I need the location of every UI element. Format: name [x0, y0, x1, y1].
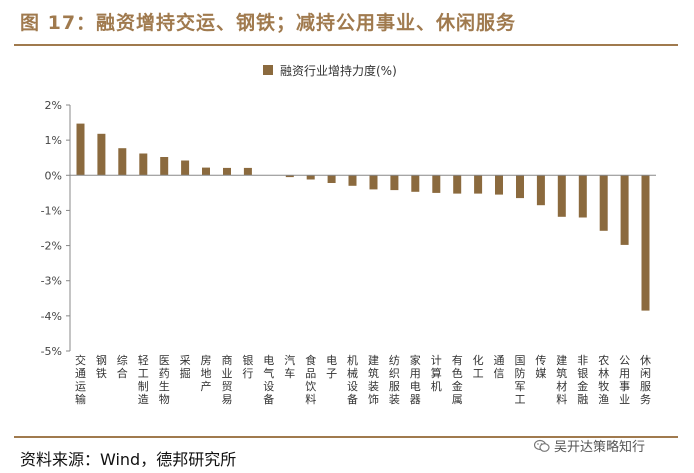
bar	[390, 175, 399, 191]
y-tick-label: 1%	[45, 134, 62, 147]
bar	[411, 175, 420, 192]
title-rule	[14, 44, 678, 46]
x-tick-label: 商业贸易	[222, 353, 233, 406]
x-tick-label: 农林牧渔	[598, 353, 609, 406]
bar	[495, 175, 503, 195]
y-tick-label: -2%	[41, 240, 62, 253]
x-tick-label: 汽车	[284, 353, 295, 380]
bar	[641, 175, 650, 311]
bar	[181, 160, 190, 176]
bar	[223, 167, 231, 176]
x-tick-label: 钢铁	[96, 354, 107, 380]
bar	[243, 167, 252, 176]
bar	[306, 175, 315, 180]
bar	[578, 175, 587, 218]
bar	[160, 157, 169, 176]
x-tick-label: 银行	[242, 353, 253, 380]
x-tick-label: 机械设备	[347, 353, 358, 406]
bar	[536, 175, 545, 206]
x-tick-label: 公用事业	[619, 354, 630, 406]
x-tick-label: 建筑材料	[556, 353, 567, 406]
bar	[620, 175, 629, 245]
bar	[453, 175, 462, 194]
bar	[118, 148, 127, 176]
legend-swatch	[263, 65, 273, 75]
x-tick-label: 食品饮料	[305, 353, 316, 406]
x-tick-label: 化工	[473, 353, 484, 380]
x-tick-label: 通信	[494, 354, 505, 380]
x-tick-label: 轻工制造	[138, 353, 149, 406]
bar	[599, 175, 608, 231]
watermark-text: 吴开达策略知行	[554, 440, 646, 455]
x-tick-label: 房地产	[201, 354, 212, 393]
x-tick-label: 非银金融	[577, 354, 588, 406]
x-tick-label: 综合	[117, 353, 128, 380]
bar	[76, 123, 85, 176]
y-tick-label: -4%	[41, 310, 62, 323]
bar	[348, 175, 357, 186]
x-tick-label: 电气设备	[263, 354, 274, 406]
x-tick-label: 电子	[326, 354, 337, 380]
y-tick-label: -1%	[41, 204, 62, 217]
wechat-icon	[534, 439, 550, 453]
bar	[369, 175, 378, 190]
chart-legend: 融资行业增持力度(%)	[263, 63, 397, 78]
bar	[202, 167, 210, 176]
y-tick-label: -3%	[41, 275, 62, 288]
y-tick-label: -5%	[41, 345, 62, 358]
watermark: 吴开达策略知行	[534, 436, 645, 455]
legend-label: 融资行业增持力度(%)	[280, 63, 397, 78]
y-tick-label: 0%	[45, 169, 62, 182]
figure-title: 图 17：融资增持交运、钢铁；减持公用事业、休闲服务	[20, 12, 517, 34]
x-tick-label: 计算机	[431, 354, 442, 393]
source-note: 资料来源：Wind，德邦研究所	[20, 450, 237, 469]
bar	[97, 133, 106, 176]
bar	[432, 175, 441, 193]
bar	[285, 175, 294, 178]
y-axis: 2% 1% 0% -1% -2% -3% -4% -5%	[41, 99, 71, 358]
x-tick-label: 交通运输	[75, 353, 86, 406]
bars	[76, 123, 650, 311]
bar	[327, 175, 336, 183]
x-tick-label: 建筑装饰	[368, 353, 379, 406]
footer-rule	[14, 436, 678, 438]
x-tick-label: 纺织服装	[389, 353, 400, 406]
bar-chart: 融资行业增持力度(%) 2% 1% 0% -1% -2% -3% -4% -5% 交通运输钢铁…	[41, 63, 656, 406]
x-tick-label: 传媒	[535, 354, 546, 380]
y-tick-label: 2%	[45, 99, 62, 112]
x-axis-labels: 交通运输钢铁综合轻工制造医药生物采掘房地产商业贸易银行电气设备汽车食品饮料电子机…	[75, 353, 651, 406]
x-tick-label: 医药生物	[159, 354, 170, 406]
x-tick-label: 有色金属	[452, 353, 463, 406]
x-tick-label: 休闲服务	[640, 354, 651, 406]
x-tick-label: 国防军工	[515, 354, 526, 406]
bar	[474, 175, 483, 194]
x-tick-label: 家用电器	[410, 353, 421, 406]
x-tick-label: 采掘	[180, 354, 191, 380]
bar	[516, 175, 524, 199]
bar	[557, 175, 566, 217]
bar	[139, 153, 148, 176]
